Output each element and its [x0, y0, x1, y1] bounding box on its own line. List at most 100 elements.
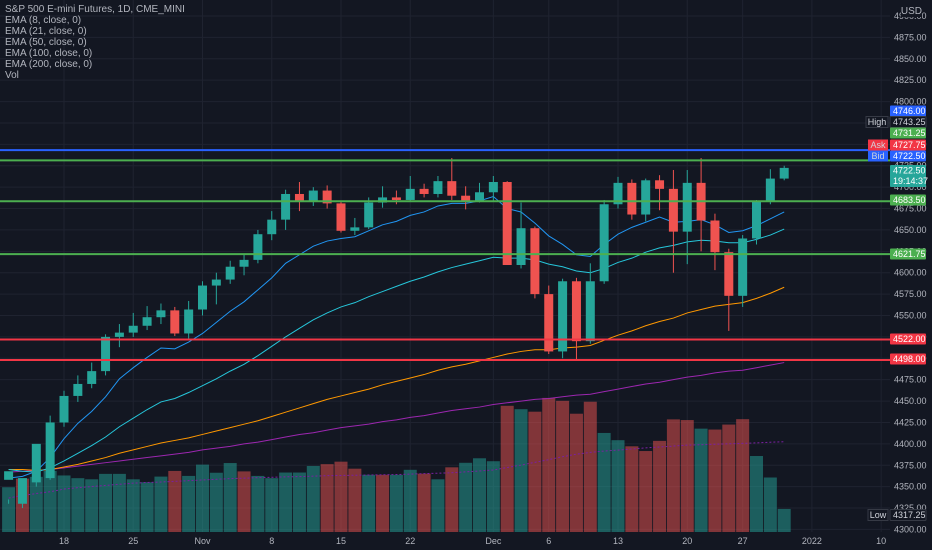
x-tick-label: 2022 — [802, 536, 822, 546]
price-tag[interactable] — [889, 509, 927, 521]
time-axis[interactable] — [0, 532, 932, 550]
candle-body[interactable] — [128, 325, 138, 333]
price-tag-side-text: Ask — [870, 140, 886, 150]
x-tick-label: 18 — [59, 536, 69, 546]
candle-body[interactable] — [4, 471, 14, 480]
legend-ema-50[interactable]: EMA (50, close, 0) — [5, 37, 87, 48]
y-tick-label: 4375.00 — [894, 460, 927, 470]
candle-body[interactable] — [17, 478, 27, 504]
candle-body[interactable] — [364, 202, 374, 228]
candle-body[interactable] — [294, 193, 304, 202]
candle-body[interactable] — [655, 180, 665, 189]
candle-body[interactable] — [170, 310, 180, 334]
y-tick-label: 4700.00 — [894, 182, 927, 192]
candle-body[interactable] — [405, 188, 415, 200]
candle-body[interactable] — [59, 395, 69, 423]
legend-symbol-title[interactable]: S&P 500 E-mini Futures, 1D, CME_MINI — [5, 4, 185, 15]
candle-body[interactable] — [308, 190, 318, 202]
price-tag-value: 4743.25 — [893, 117, 926, 127]
candle-body[interactable] — [142, 317, 152, 326]
volume-bar — [763, 477, 777, 532]
candle-body[interactable] — [281, 193, 291, 220]
candle-body[interactable] — [267, 219, 277, 235]
candle-body[interactable] — [641, 180, 651, 215]
legend-ema-100[interactable]: EMA (100, close, 0) — [5, 48, 93, 59]
candle-body[interactable] — [198, 285, 207, 310]
candle-body[interactable] — [391, 197, 401, 200]
volume-bar — [639, 451, 653, 532]
candle-body[interactable] — [599, 204, 609, 282]
candle-body[interactable] — [571, 281, 581, 342]
candle-body[interactable] — [738, 238, 748, 296]
candle-body[interactable] — [724, 252, 734, 296]
candle-body[interactable] — [585, 281, 595, 342]
price-tag-side-label — [867, 509, 889, 521]
legend-ema-8[interactable]: EMA (8, close, 0) — [5, 15, 82, 26]
candle-body[interactable] — [336, 203, 346, 231]
candle-body[interactable] — [530, 228, 540, 295]
volume-bar — [43, 470, 57, 532]
candle-body[interactable] — [627, 182, 637, 215]
candle-body[interactable] — [225, 266, 235, 280]
candle-body[interactable] — [447, 181, 457, 196]
price-tag[interactable] — [890, 150, 926, 162]
candle-body[interactable] — [765, 178, 775, 202]
candle-body[interactable] — [613, 182, 623, 205]
price-tag[interactable] — [890, 353, 926, 365]
chart-legend: S&P 500 E-mini Futures, 1D, CME_MINI EMA… — [5, 4, 185, 81]
x-tick-label: 6 — [546, 536, 551, 546]
candle-body[interactable] — [502, 182, 512, 266]
volume-bar — [777, 508, 791, 532]
price-tag[interactable] — [890, 105, 926, 117]
price-tag[interactable] — [890, 333, 926, 345]
candle-body[interactable] — [211, 279, 221, 286]
candle-body[interactable] — [433, 181, 443, 194]
candle-body[interactable] — [516, 228, 526, 266]
price-axis[interactable] — [890, 0, 932, 550]
price-tag-value: 4731.25 — [893, 128, 926, 138]
candle-body[interactable] — [378, 197, 388, 203]
price-tag[interactable] — [890, 165, 926, 187]
price-tag-value: 4746.00 — [893, 106, 926, 116]
candle-body[interactable] — [682, 182, 692, 232]
candle-body[interactable] — [87, 371, 97, 384]
price-tag-side-text: High — [868, 117, 887, 127]
legend-ema-21[interactable]: EMA (21, close, 0) — [5, 26, 87, 37]
candle-body[interactable] — [544, 294, 554, 352]
candle-body[interactable] — [156, 310, 166, 318]
price-tag-side-label — [868, 150, 888, 162]
candle-body[interactable] — [239, 259, 249, 267]
candle-body[interactable] — [668, 188, 678, 232]
candle-body[interactable] — [752, 201, 761, 239]
candle-body[interactable] — [461, 195, 471, 202]
candle-body[interactable] — [184, 309, 194, 334]
candle-body[interactable] — [419, 188, 429, 194]
candle-body[interactable] — [488, 182, 498, 193]
volume-bar — [2, 487, 16, 532]
candle-body[interactable] — [31, 443, 41, 483]
candle-body[interactable] — [558, 281, 568, 352]
price-tag[interactable] — [890, 139, 926, 151]
legend-ema-200[interactable]: EMA (200, close, 0) — [5, 59, 93, 70]
x-tick-label: 13 — [613, 536, 623, 546]
candle-body[interactable] — [45, 422, 55, 479]
volume-bar — [99, 473, 113, 532]
legend-volume[interactable]: Vol — [5, 70, 19, 81]
candle-body[interactable] — [101, 336, 111, 372]
candle-body[interactable] — [322, 190, 332, 204]
candle-body[interactable] — [73, 383, 83, 396]
price-tag[interactable] — [890, 194, 926, 206]
candle-body[interactable] — [475, 192, 484, 202]
price-tag[interactable] — [890, 248, 926, 260]
candle-body[interactable] — [779, 167, 789, 179]
x-tick-label: 22 — [405, 536, 415, 546]
candle-body[interactable] — [114, 332, 124, 337]
candle-body[interactable] — [710, 220, 720, 253]
candle-body[interactable] — [253, 234, 263, 260]
currency-label[interactable]: USD — [900, 6, 922, 17]
candle-body[interactable] — [350, 227, 360, 231]
price-tag[interactable] — [890, 127, 926, 139]
volume-bar — [625, 446, 639, 532]
volume-bar — [306, 465, 320, 532]
